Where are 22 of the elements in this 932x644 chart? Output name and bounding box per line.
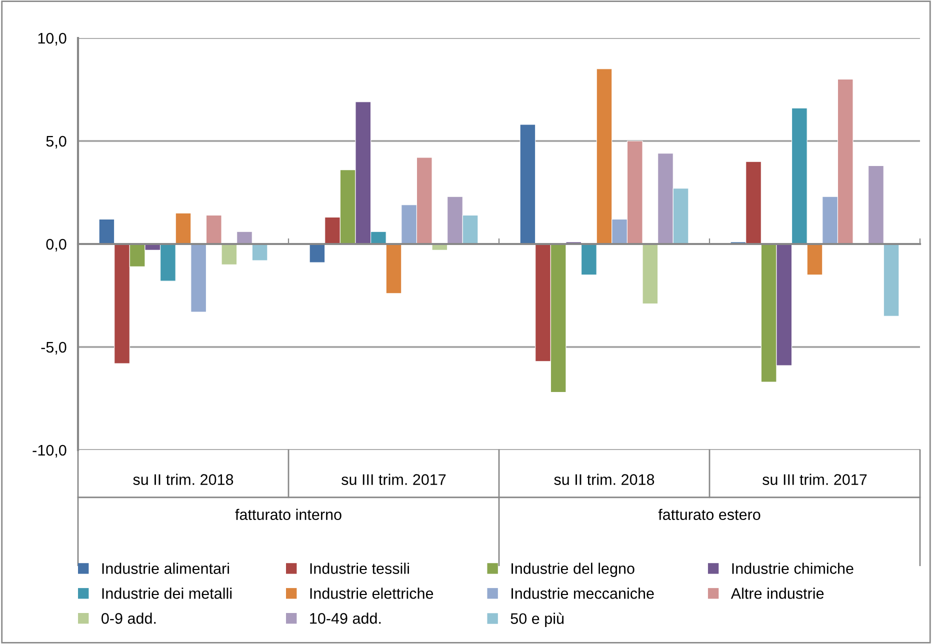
legend-label: Industrie tessili xyxy=(310,562,409,574)
x-tick-label: su II trim. 2018 xyxy=(133,474,234,485)
legend-label: Industrie chimiche xyxy=(732,562,854,574)
y-tick-label: -10,0 xyxy=(32,444,66,458)
y-tick-label: 10,0 xyxy=(38,32,66,46)
legend-label: Industrie alimentari xyxy=(102,562,229,574)
x-tick-label: su III trim. 2017 xyxy=(762,474,867,485)
legend-label: Industrie del legno xyxy=(512,562,634,577)
legend-label: 0-9 add. xyxy=(102,612,156,624)
legend-label: Altre industrie xyxy=(730,588,824,599)
legend-label: 50 e più xyxy=(510,612,564,628)
y-tick-label: -5,0 xyxy=(41,342,66,354)
text: fatturato estero xyxy=(658,508,760,520)
legend-label: 10-49 add. xyxy=(310,612,381,624)
legend-label: Industrie meccaniche xyxy=(512,588,654,599)
y-tick-label: 5,0 xyxy=(46,136,66,148)
legend-label: Industrie dei metalli xyxy=(102,588,232,599)
text: fatturato interno xyxy=(235,508,342,520)
y-tick-label: 0,0 xyxy=(46,238,66,252)
x-tick-label: su II trim. 2018 xyxy=(554,474,654,485)
x-tick-label: su III trim. 2017 xyxy=(342,474,446,485)
legend-label: Industrie elettriche xyxy=(310,588,434,599)
